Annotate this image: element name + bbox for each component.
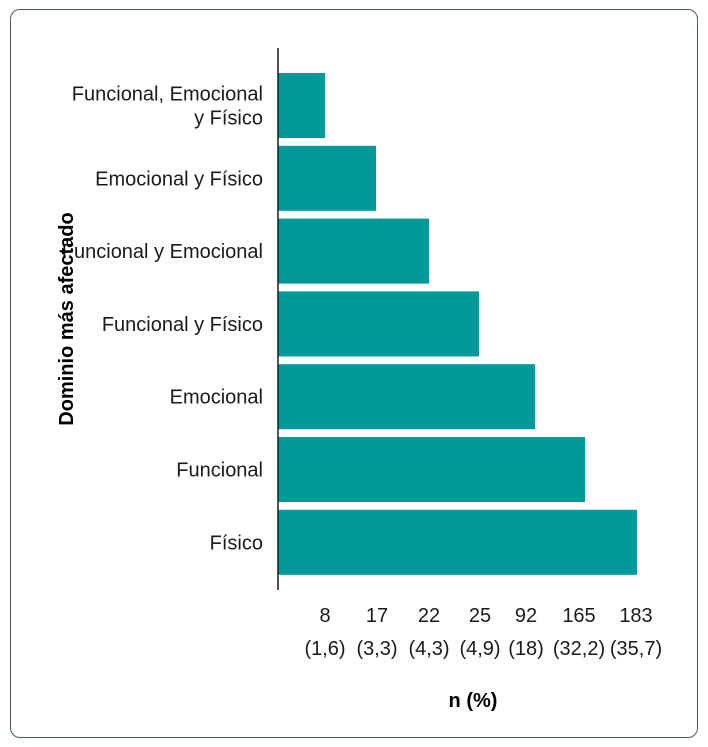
tick-pct-2: (4,3) [408, 638, 449, 660]
category-label-1: Emocional y Físico [95, 168, 263, 190]
bar-6 [278, 509, 637, 575]
y-axis-label: Dominio más afectado [56, 212, 78, 425]
tick-labels: 8 (1,6) 17 (3,3) 22 (4,3) 25 (4,9) 92 (18) 165 (32,… [304, 605, 662, 660]
category-label-4: Emocional [170, 387, 263, 409]
tick-pct-1: (3,3) [356, 638, 397, 660]
tick-n-0: 8 [319, 605, 330, 627]
category-label-0-line-1: y Físico [194, 108, 263, 130]
bar-5 [278, 437, 585, 502]
bar-0 [278, 73, 325, 138]
tick-pct-5: (32,2) [553, 638, 605, 660]
category-label-0-line-0: Funcional, Emocional [72, 84, 263, 106]
tick-n-2: 22 [418, 605, 440, 627]
bar-2 [278, 218, 429, 284]
tick-pct-4: (18) [508, 638, 544, 660]
tick-pct-6: (35,7) [610, 638, 662, 660]
bar-1 [278, 145, 376, 211]
category-label-3: Funcional y Físico [102, 314, 263, 336]
category-label-5: Funcional [176, 460, 263, 482]
x-axis-label: n (%) [449, 690, 498, 712]
tick-pct-0: (1,6) [304, 638, 345, 660]
tick-n-1: 17 [366, 605, 388, 627]
tick-pct-3: (4,9) [459, 638, 500, 660]
tick-n-6: 183 [619, 605, 652, 627]
category-label-6: Físico [210, 532, 263, 554]
tick-n-4: 92 [515, 605, 537, 627]
tick-n-5: 165 [562, 605, 595, 627]
chart-frame [10, 9, 698, 738]
tick-n-3: 25 [469, 605, 491, 627]
bar-3 [278, 291, 479, 357]
bar-4 [278, 364, 535, 430]
category-label-2: Funcional y Emocional [62, 241, 263, 263]
bars-group [278, 73, 637, 575]
